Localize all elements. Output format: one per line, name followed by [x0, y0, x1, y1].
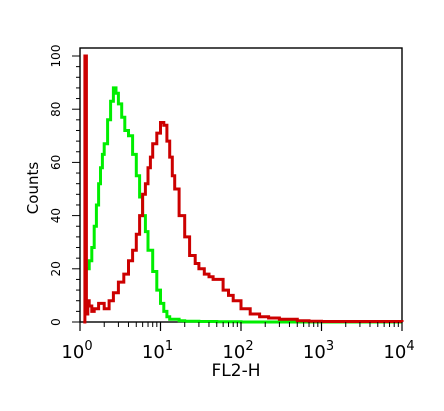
- y-tick-label: 80: [49, 102, 63, 117]
- series-2-line: [83, 54, 404, 324]
- plot-area: [79, 47, 404, 324]
- plot-frame: [79, 47, 403, 323]
- x-tick-label: 103: [303, 339, 334, 363]
- series-layer: [83, 54, 404, 324]
- y-axis-label: Counts: [24, 162, 42, 215]
- x-tick-label: 104: [383, 339, 414, 363]
- x-axis-label: FL2-H: [212, 361, 261, 381]
- y-tick-label: 100: [49, 45, 63, 68]
- x-axis-ticks: 100 101 102 103 104: [61, 322, 415, 363]
- series-1-line: [86, 86, 402, 324]
- y-tick-label: 20: [49, 261, 63, 276]
- x-tick-label: 100: [61, 339, 92, 363]
- y-tick-label: 0: [49, 318, 63, 326]
- y-axis-ticks: 0 20 40 60 80 100: [49, 45, 80, 326]
- y-tick-label: 40: [49, 208, 63, 223]
- x-tick-label: 101: [142, 339, 173, 363]
- x-tick-label: 102: [222, 339, 253, 363]
- y-tick-label: 60: [49, 155, 63, 170]
